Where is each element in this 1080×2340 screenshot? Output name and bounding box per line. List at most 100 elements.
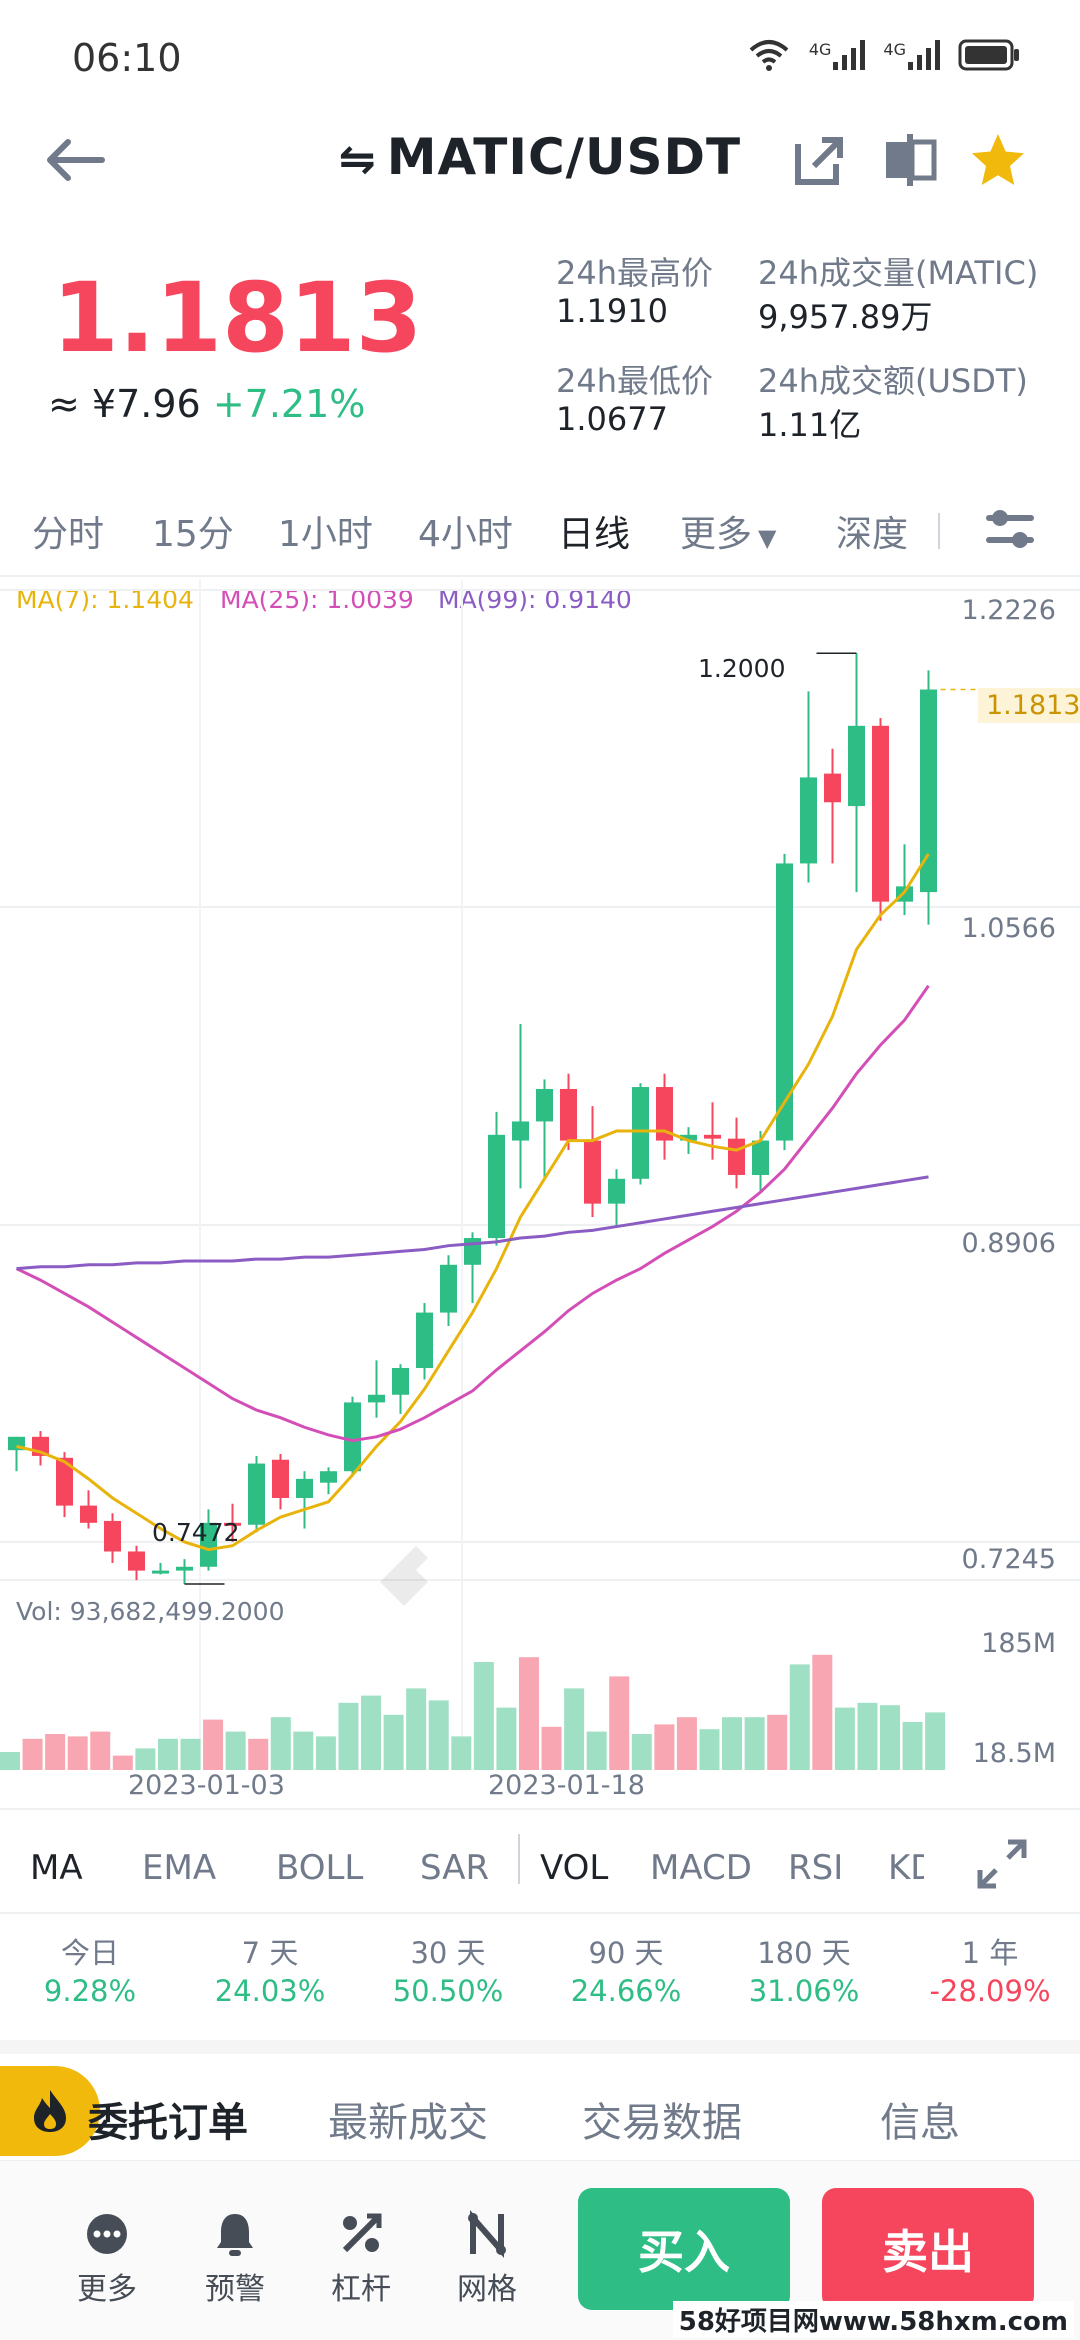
bottom-leverage[interactable]: 杠杆 (306, 2210, 416, 2308)
candle (8, 1436, 25, 1472)
tab-1h[interactable]: 1小时 (278, 514, 373, 555)
candle (872, 718, 889, 921)
bottom-alert[interactable]: 预警 (180, 2210, 290, 2308)
candle (800, 691, 817, 883)
volume-bar (812, 1654, 833, 1770)
sell-button[interactable]: 卖出 (822, 2188, 1034, 2310)
indicator-sar[interactable]: SAR (420, 1848, 490, 1888)
indicator-divider (518, 1834, 520, 1884)
candle (488, 1111, 505, 1246)
perf-label: 7 天 (241, 1936, 299, 1970)
candle (296, 1471, 313, 1529)
volume-bar (767, 1714, 788, 1770)
volume-bar (722, 1717, 743, 1770)
candlestick-chart[interactable] (0, 580, 1080, 1790)
volume-axis-top: 185M (981, 1628, 1056, 1659)
chart-settings-icon[interactable] (982, 505, 1038, 555)
candle (368, 1360, 385, 1418)
candle (656, 1073, 673, 1160)
candle (512, 1023, 529, 1189)
tab-more[interactable]: 更多 ▼ (680, 514, 777, 555)
pair-title[interactable]: ⇋ MATIC/USDT (338, 128, 742, 186)
candle (200, 1509, 217, 1571)
volume-bar (22, 1738, 43, 1770)
volume-bar (880, 1705, 901, 1770)
volume-bar (654, 1724, 675, 1770)
candle (272, 1454, 289, 1510)
perf-value: -28.09% (929, 1974, 1051, 2008)
candle (896, 844, 913, 916)
share-icon[interactable] (790, 130, 850, 190)
tab-15m[interactable]: 15分 (152, 514, 234, 555)
tabs-divider (0, 575, 1080, 577)
indicator-boll[interactable]: BOLL (276, 1848, 364, 1888)
perf-label: 180 天 (757, 1936, 851, 1970)
volume-bar (564, 1688, 585, 1770)
indicator-macd[interactable]: MACD (650, 1848, 752, 1888)
tab-trade-data[interactable]: 交易数据 (582, 2100, 742, 2146)
volume-bar (293, 1731, 314, 1770)
more-icon (87, 2214, 127, 2254)
candle (920, 670, 937, 925)
indicator-ema[interactable]: EMA (142, 1848, 217, 1888)
amount-value: 1.11亿 (758, 406, 862, 444)
status-time: 06:10 (72, 36, 182, 80)
indicator-ma[interactable]: MA (30, 1848, 83, 1888)
volume-bar (203, 1719, 224, 1770)
tab-info[interactable]: 信息 (880, 2100, 960, 2146)
site-watermark: 58好项目网www.58hxm.com (672, 2301, 1074, 2338)
volume-label: Vol: 93,682,499.2000 (16, 1597, 285, 1626)
volume-bar (676, 1717, 697, 1770)
price-axis-bottom: 0.7245 (961, 1544, 1056, 1575)
tab-time-sharing[interactable]: 分时 (32, 514, 105, 555)
battery-icon (958, 39, 1019, 71)
candle (224, 1503, 241, 1542)
swap-icon: ⇋ (338, 134, 377, 185)
candle (608, 1169, 625, 1227)
chevron-down-icon: ▼ (758, 524, 777, 552)
ma99-line (16, 1175, 929, 1271)
status-icons: 4G 4G (747, 38, 1020, 72)
tab-depth[interactable]: 深度 (836, 514, 909, 555)
date-label-1: 2023-01-03 (128, 1770, 285, 1801)
date-label-2: 2023-01-18 (488, 1770, 645, 1801)
volume-bar (135, 1748, 156, 1770)
price-cny: ≈ ¥7.96 +7.21% (48, 382, 366, 426)
indicator-vol[interactable]: VOL (540, 1848, 609, 1888)
flame-icon (34, 2090, 66, 2132)
high-label: 24h最高价 (556, 254, 714, 292)
tab-daily[interactable]: 日线 (558, 514, 631, 555)
candle (152, 1562, 169, 1575)
volume-bar (225, 1731, 246, 1770)
wifi-icon (749, 40, 789, 71)
buy-button[interactable]: 买入 (578, 2188, 790, 2310)
indicator-rsi[interactable]: RSI (788, 1848, 844, 1888)
fullscreen-icon[interactable] (974, 1836, 1030, 1892)
back-arrow-icon[interactable] (40, 130, 110, 190)
last-price-tag: 1.1813 (978, 688, 1080, 723)
indicator-divider-line (0, 1912, 1080, 1914)
bottom-grid[interactable]: 网格 (432, 2210, 542, 2308)
tab-4h[interactable]: 4小时 (418, 514, 513, 555)
indicator-kdj[interactable]: KD (888, 1848, 924, 1888)
layout-icon[interactable] (880, 130, 940, 190)
percent-icon (342, 2213, 382, 2253)
perf-value: 31.06% (748, 1974, 860, 2008)
volume-bar (699, 1729, 720, 1770)
candle (320, 1467, 337, 1495)
tab-open-orders[interactable]: 委托订单 (88, 2100, 248, 2146)
bottom-more[interactable]: 更多 (52, 2210, 162, 2308)
volume-bar (541, 1726, 562, 1770)
volume-bar (270, 1717, 291, 1770)
candle (392, 1364, 409, 1414)
volume-bar (789, 1664, 810, 1770)
fire-badge[interactable] (0, 2066, 100, 2156)
high-marker: 1.2000 (698, 654, 786, 683)
candle (416, 1303, 433, 1380)
candle (248, 1455, 265, 1533)
favorite-star-icon[interactable] (968, 130, 1028, 190)
tab-latest-trades[interactable]: 最新成交 (328, 2100, 488, 2146)
perf-value: 24.03% (214, 1974, 326, 2008)
low-value: 1.0677 (556, 400, 668, 438)
volume-bar (248, 1738, 269, 1770)
